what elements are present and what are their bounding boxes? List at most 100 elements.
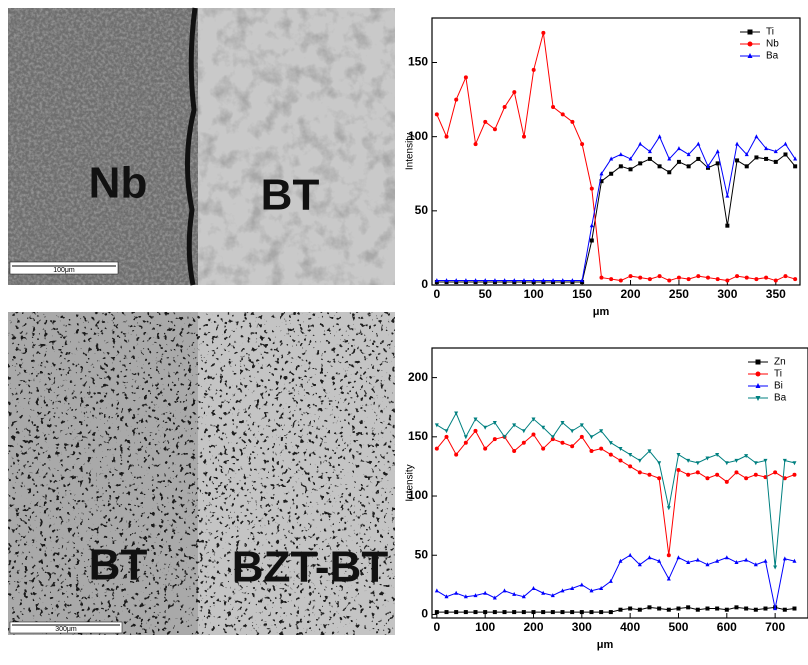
marker xyxy=(434,423,439,428)
marker xyxy=(492,610,497,615)
marker xyxy=(773,278,778,283)
marker xyxy=(512,423,517,428)
marker xyxy=(473,593,478,598)
marker xyxy=(666,576,671,581)
marker xyxy=(570,585,575,590)
legend-label: Bi xyxy=(774,381,783,392)
marker xyxy=(599,446,604,451)
marker xyxy=(657,476,662,481)
marker xyxy=(541,446,546,451)
y-tick-label: 50 xyxy=(415,547,429,561)
marker xyxy=(657,461,662,466)
marker xyxy=(434,610,439,615)
marker xyxy=(724,479,729,484)
marker xyxy=(483,119,488,124)
marker xyxy=(638,141,643,146)
marker xyxy=(676,275,681,280)
marker xyxy=(599,585,604,590)
marker xyxy=(444,134,449,139)
marker xyxy=(531,585,536,590)
x-tick-label: 50 xyxy=(479,287,493,301)
marker xyxy=(792,461,797,466)
marker xyxy=(618,152,623,157)
marker xyxy=(686,559,691,564)
marker xyxy=(512,591,517,596)
marker xyxy=(695,557,700,562)
region-label: BT xyxy=(89,541,148,590)
marker xyxy=(628,552,633,557)
marker xyxy=(628,606,633,611)
marker xyxy=(551,105,556,109)
series-line xyxy=(436,411,795,568)
x-tick-label: 100 xyxy=(475,620,495,634)
y-axis-label: Intensity xyxy=(405,133,416,170)
marker xyxy=(647,156,652,161)
scale-bar-label: 100μm xyxy=(53,267,75,274)
marker xyxy=(502,278,507,283)
marker xyxy=(502,588,507,593)
marker xyxy=(792,558,797,563)
marker xyxy=(647,149,652,154)
marker xyxy=(512,610,517,615)
marker xyxy=(792,606,797,611)
marker xyxy=(666,553,671,558)
marker xyxy=(695,607,700,612)
marker xyxy=(454,97,459,102)
marker xyxy=(628,156,633,161)
marker xyxy=(589,223,594,228)
marker xyxy=(531,432,536,437)
marker xyxy=(570,429,575,434)
marker xyxy=(637,607,642,612)
marker xyxy=(628,274,633,279)
region-label: Nb xyxy=(89,159,148,208)
marker xyxy=(744,454,749,459)
marker xyxy=(695,470,700,475)
marker xyxy=(706,163,710,168)
marker xyxy=(744,557,749,562)
marker xyxy=(599,610,604,615)
marker xyxy=(696,274,701,279)
marker xyxy=(454,278,459,283)
marker xyxy=(666,506,671,511)
y-tick-label: 0 xyxy=(421,607,428,621)
marker xyxy=(463,610,468,615)
marker xyxy=(747,41,753,47)
marker xyxy=(667,278,672,283)
marker xyxy=(473,428,478,433)
marker xyxy=(560,112,565,117)
marker xyxy=(773,149,778,154)
marker xyxy=(715,472,720,477)
marker xyxy=(724,607,729,612)
marker xyxy=(686,277,691,282)
marker xyxy=(599,429,604,434)
marker xyxy=(492,421,497,426)
marker xyxy=(608,441,613,446)
marker xyxy=(463,594,468,599)
marker xyxy=(522,278,526,283)
marker xyxy=(463,278,468,283)
series-line xyxy=(436,554,795,609)
marker xyxy=(715,277,720,282)
marker xyxy=(676,452,681,457)
marker xyxy=(550,610,555,615)
marker xyxy=(755,371,761,377)
marker xyxy=(454,452,459,457)
marker xyxy=(744,164,749,169)
marker xyxy=(531,610,536,615)
marker xyxy=(666,607,671,612)
marker xyxy=(541,610,546,615)
marker xyxy=(579,582,584,587)
marker xyxy=(715,452,720,457)
marker xyxy=(473,142,478,147)
marker xyxy=(463,75,468,80)
marker xyxy=(657,274,662,279)
series-line xyxy=(436,430,795,556)
marker xyxy=(521,594,526,599)
marker xyxy=(686,605,691,610)
marker xyxy=(483,610,488,615)
marker xyxy=(793,156,798,161)
marker xyxy=(434,278,439,283)
marker xyxy=(589,610,594,615)
marker xyxy=(628,167,633,172)
